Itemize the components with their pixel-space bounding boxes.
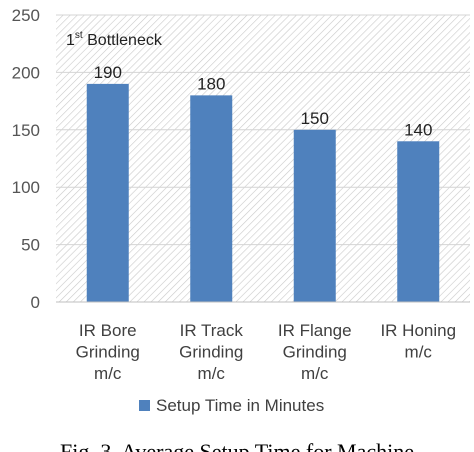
y-axis-ticks: 0 50 100 150 200 250 [12, 6, 40, 312]
category-label-line: Grinding [283, 343, 347, 362]
category-label-line: m/c [94, 364, 122, 383]
y-tick-label: 0 [31, 293, 40, 312]
category-label: IR Honing m/c [380, 321, 456, 362]
bar [190, 95, 233, 302]
legend-swatch [139, 400, 150, 411]
legend: Setup Time in Minutes [139, 396, 324, 415]
category-label: IR Track Grinding m/c [179, 321, 243, 383]
category-label-line: IR Honing [380, 321, 456, 340]
category-label: IR Bore Grinding m/c [76, 321, 140, 383]
category-label-line: IR Bore [79, 321, 137, 340]
bottleneck-annotation: 1st Bottleneck [66, 30, 163, 49]
category-label-line: Grinding [76, 343, 140, 362]
data-label: 180 [197, 74, 225, 93]
data-label: 140 [404, 120, 432, 139]
category-label-line: m/c [405, 343, 433, 362]
category-label-line: IR Track [180, 321, 244, 340]
figure-caption: Fig. 3. Average Setup Time for Machine [60, 439, 414, 452]
data-labels: 190 180 150 140 [94, 63, 433, 139]
y-tick-label: 50 [21, 236, 40, 255]
y-tick-label: 100 [12, 178, 40, 197]
y-tick-label: 150 [12, 121, 40, 140]
bars [86, 83, 440, 302]
data-label: 150 [301, 109, 329, 128]
x-axis-categories: IR Bore Grinding m/cIR Track Grinding m/cIR … [76, 321, 456, 383]
data-label: 190 [94, 63, 122, 82]
legend-label: Setup Time in Minutes [156, 396, 324, 415]
y-tick-label: 200 [12, 63, 40, 82]
bar [293, 129, 336, 302]
y-tick-label: 250 [12, 6, 40, 25]
category-label: IR Flange Grinding m/c [278, 321, 352, 383]
category-label-line: m/c [301, 364, 329, 383]
bar [86, 83, 129, 302]
category-label-line: IR Flange [278, 321, 352, 340]
bar [397, 141, 440, 302]
category-label-line: m/c [198, 364, 226, 383]
category-label-line: Grinding [179, 343, 243, 362]
